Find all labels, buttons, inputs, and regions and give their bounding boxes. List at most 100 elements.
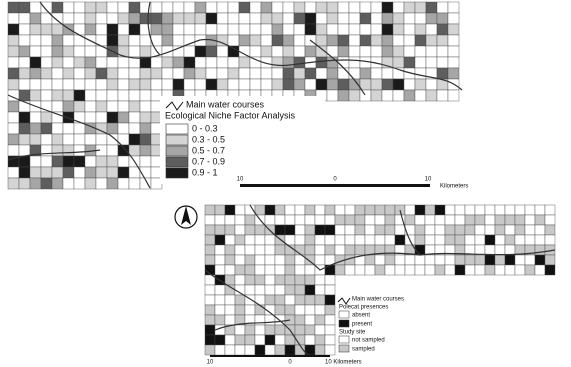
grid-cell bbox=[344, 264, 356, 276]
grid-cell bbox=[392, 56, 405, 69]
grid-cell bbox=[51, 122, 64, 135]
grid-cell bbox=[334, 214, 346, 226]
grid-cell bbox=[271, 34, 284, 47]
grid-cell bbox=[29, 34, 42, 47]
grid-cell bbox=[447, 1, 460, 14]
grid-cell bbox=[370, 12, 383, 25]
grid-cell bbox=[214, 334, 226, 346]
grid-cell bbox=[234, 294, 246, 306]
grid-cell bbox=[227, 67, 240, 80]
grid-cell bbox=[436, 89, 449, 102]
grid-cell bbox=[95, 12, 108, 25]
grid-cell bbox=[359, 67, 372, 80]
grid-cell bbox=[326, 34, 339, 47]
grid-cell bbox=[214, 344, 226, 356]
grid-cell bbox=[359, 12, 372, 25]
grid-cell bbox=[274, 204, 286, 216]
grid-cell bbox=[224, 204, 236, 216]
grid-cell bbox=[454, 234, 466, 246]
grid-cell bbox=[40, 155, 53, 168]
grid-cell bbox=[504, 224, 516, 236]
grid-cell bbox=[484, 204, 496, 216]
legend-label: 0.3 - 0.5 bbox=[192, 134, 225, 144]
grid-cell bbox=[51, 89, 64, 102]
grid-cell bbox=[106, 89, 119, 102]
grid-cell bbox=[414, 1, 427, 14]
grid-cell bbox=[474, 214, 486, 226]
grid-cell bbox=[117, 34, 130, 47]
grid-cell bbox=[214, 224, 226, 236]
grid-cell bbox=[73, 12, 86, 25]
grid-cell bbox=[84, 67, 97, 80]
grid-cell bbox=[314, 254, 326, 266]
grid-cell bbox=[424, 264, 436, 276]
grid-cell bbox=[224, 244, 236, 256]
grid-cell bbox=[384, 254, 396, 266]
grid-cell bbox=[394, 224, 406, 236]
grid-cell bbox=[150, 78, 163, 91]
grid-cell bbox=[414, 45, 427, 58]
grid-cell bbox=[128, 111, 141, 124]
grid-cell bbox=[434, 264, 446, 276]
grid-cell bbox=[447, 67, 460, 80]
grid-cell bbox=[183, 56, 196, 69]
legend-label: 0 - 0.3 bbox=[192, 123, 218, 133]
grid-cell bbox=[403, 78, 416, 91]
grid-cell bbox=[7, 23, 20, 36]
grid-cell bbox=[117, 23, 130, 36]
grid-cell bbox=[454, 204, 466, 216]
grid-cell bbox=[234, 274, 246, 286]
grid-cell bbox=[403, 45, 416, 58]
grid-cell bbox=[354, 224, 366, 236]
legend-label: 0.9 - 1 bbox=[192, 167, 218, 177]
grid-cell bbox=[204, 304, 216, 316]
grid-cell bbox=[444, 204, 456, 216]
grid-cell bbox=[414, 34, 427, 47]
grid-cell bbox=[370, 78, 383, 91]
grid-cell bbox=[18, 67, 31, 80]
grid-cell bbox=[359, 1, 372, 14]
grid-cell bbox=[238, 78, 251, 91]
grid-cell bbox=[324, 334, 336, 346]
grid-cell bbox=[326, 45, 339, 58]
grid-cell bbox=[264, 324, 276, 336]
grid-cell bbox=[7, 144, 20, 157]
grid-cell bbox=[359, 45, 372, 58]
grid-cell bbox=[234, 324, 246, 336]
grid-cell bbox=[447, 89, 460, 102]
grid-cell bbox=[314, 344, 326, 356]
grid-cell bbox=[348, 23, 361, 36]
grid-cell bbox=[139, 34, 152, 47]
grid-cell bbox=[436, 45, 449, 58]
grid-cell bbox=[29, 166, 42, 179]
grid-cell bbox=[384, 224, 396, 236]
grid-cell bbox=[314, 314, 326, 326]
grid-cell bbox=[414, 56, 427, 69]
legend-bg bbox=[336, 292, 436, 354]
grid-cell bbox=[293, 23, 306, 36]
grid-cell bbox=[326, 12, 339, 25]
legend-symbol bbox=[165, 101, 184, 111]
grid-cell bbox=[84, 133, 97, 146]
grid-cell bbox=[392, 45, 405, 58]
grid-cell bbox=[117, 56, 130, 69]
grid-cell bbox=[404, 204, 416, 216]
grid-cell bbox=[304, 224, 316, 236]
grid-cell bbox=[139, 67, 152, 80]
legend-label: Main water courses bbox=[352, 297, 404, 303]
grid-cell bbox=[62, 1, 75, 14]
grid-cell bbox=[337, 34, 350, 47]
grid-cell bbox=[315, 78, 328, 91]
grid-cell bbox=[271, 67, 284, 80]
grid-cell bbox=[216, 78, 229, 91]
grid-cell bbox=[274, 324, 286, 336]
grid-cell bbox=[183, 67, 196, 80]
grid-cell bbox=[392, 23, 405, 36]
grid-cell bbox=[234, 254, 246, 266]
grid-cell bbox=[337, 45, 350, 58]
grid-cell bbox=[161, 67, 174, 80]
grid-cell bbox=[524, 204, 536, 216]
legend-label: sampled bbox=[352, 347, 375, 353]
grid-cell bbox=[282, 67, 295, 80]
grid-cell bbox=[139, 111, 152, 124]
